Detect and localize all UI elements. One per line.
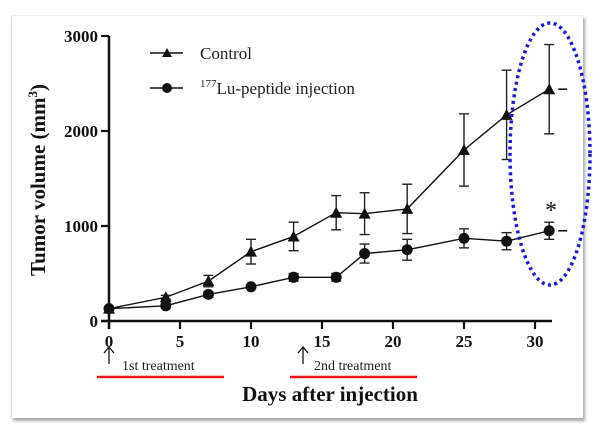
data-point-triangle	[202, 275, 215, 287]
data-point-triangle	[401, 202, 414, 214]
x-tick-label: 0	[105, 332, 114, 351]
x-tick-label: 5	[176, 332, 185, 351]
x-tick-label: 10	[243, 332, 260, 351]
data-point-circle	[401, 244, 413, 256]
y-tick-label: 2000	[64, 122, 98, 141]
y-axis-title-suffix: )	[26, 84, 50, 91]
data-point-circle	[458, 232, 470, 244]
arrow-head	[103, 345, 115, 354]
data-point-circle	[359, 248, 371, 260]
data-point-circle	[245, 281, 257, 293]
series-line	[108, 230, 550, 310]
series-layer	[103, 43, 568, 315]
treatment-annotation-2: 2nd treatment	[290, 345, 417, 379]
data-point-circle	[103, 303, 115, 315]
data-point-triangle	[543, 83, 556, 95]
treatment-label-2: 2nd treatment	[314, 359, 391, 374]
data-point-circle	[160, 300, 172, 312]
series-control	[103, 43, 568, 314]
x-tick-label: 15	[314, 332, 331, 351]
series-lu-peptide	[103, 221, 568, 315]
legend: Control 177Lu-peptide injection	[150, 44, 355, 98]
x-tick-label: 20	[385, 332, 402, 351]
x-tick-label: 25	[456, 332, 473, 351]
x-axis-title: Days after injection	[242, 382, 418, 406]
data-point-circle	[501, 235, 513, 247]
axes: 0 1000 2000 3000 0 5 10 15 20 25 30	[64, 27, 552, 351]
y-axis-title: Tumor volume (mm3)	[25, 84, 50, 276]
data-point-triangle	[159, 291, 172, 303]
highlight-dotted-ellipse	[508, 21, 592, 287]
data-point-triangle	[245, 245, 257, 257]
data-point-circle	[202, 288, 214, 300]
data-point-triangle	[330, 206, 343, 218]
treatment-annotation-1: 1st treatment	[97, 345, 224, 379]
data-point-circle	[543, 225, 555, 237]
data-point-circle	[330, 271, 342, 283]
y-tick-label: 3000	[64, 27, 98, 46]
y-axis-title-text: Tumor volume (mm	[26, 97, 50, 276]
legend-triangle-marker	[162, 48, 172, 57]
data-point-triangle	[458, 144, 470, 155]
legend-label-control: Control	[200, 44, 252, 63]
data-point-triangle	[358, 207, 371, 219]
data-point-triangle	[287, 230, 300, 242]
significance-asterisk: *	[545, 198, 557, 224]
data-point-circle	[288, 271, 300, 283]
legend-label-lu: 177Lu-peptide injection	[200, 78, 355, 98]
arrow-head	[297, 345, 309, 354]
x-tick-label: 30	[527, 332, 544, 351]
y-tick-label: 1000	[64, 217, 98, 236]
treatment-label-1: 1st treatment	[122, 359, 195, 374]
series-line	[108, 88, 550, 310]
legend-circle-marker	[162, 83, 172, 93]
y-tick-label: 0	[90, 312, 99, 331]
y-axis-title-superscript: 3	[25, 91, 40, 98]
data-point-triangle	[500, 108, 513, 120]
legend-lu-text: Lu-peptide injection	[217, 79, 356, 98]
legend-superscript-177: 177	[200, 78, 217, 90]
